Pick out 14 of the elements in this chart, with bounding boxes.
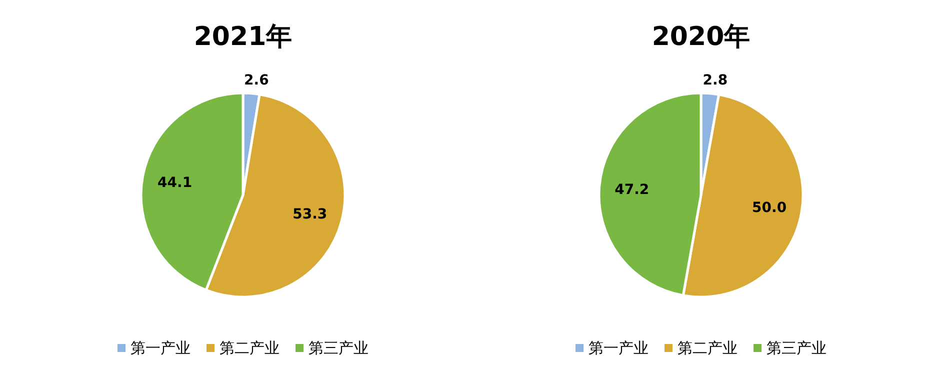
data-label: 44.1 xyxy=(158,175,192,192)
legend-label: 第三产业 xyxy=(766,339,826,357)
data-label: 53.3 xyxy=(292,206,328,222)
legend-label: 第一产业 xyxy=(130,339,190,357)
data-label: 2.8 xyxy=(702,72,728,88)
legend-label: 第一产业 xyxy=(588,339,648,357)
data-label: 2.6 xyxy=(244,72,269,88)
chart-title: 2020年 xyxy=(652,22,750,52)
chart-title: 2021年 xyxy=(194,22,292,52)
legend-label: 第二产业 xyxy=(220,339,280,357)
data-label: 50.0 xyxy=(752,200,787,216)
legend-label: 第三产业 xyxy=(308,339,368,357)
legend-label: 第二产业 xyxy=(678,339,738,357)
data-label: 47.2 xyxy=(614,182,650,198)
